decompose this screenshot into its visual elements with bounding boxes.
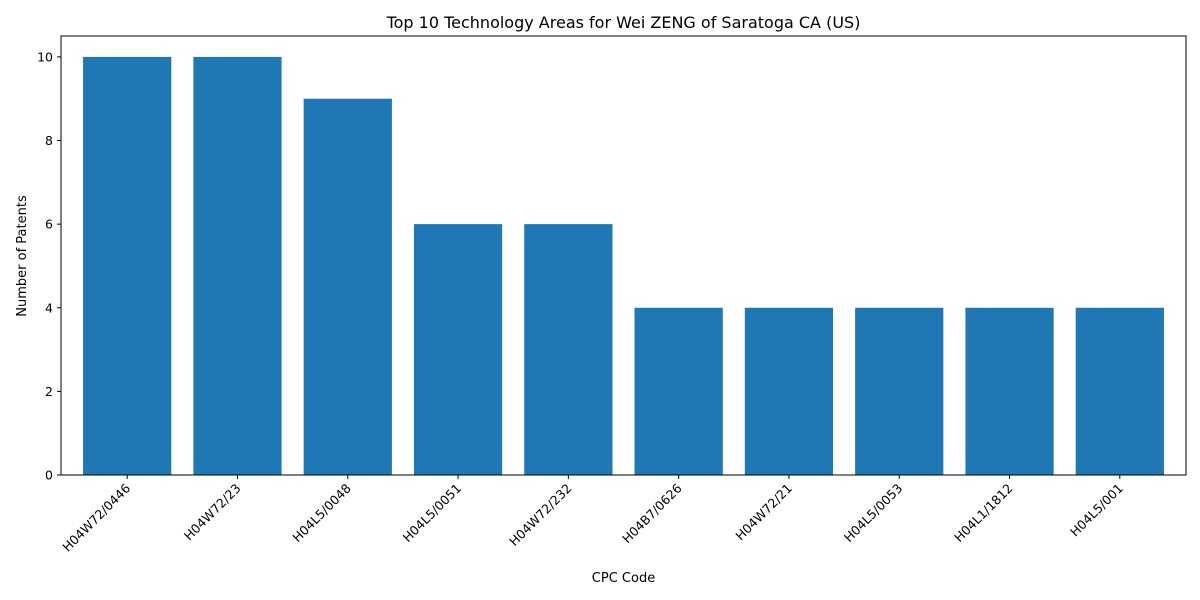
x-tick-label: H04W72/232: [506, 481, 574, 549]
bar: [965, 308, 1053, 475]
bar: [193, 57, 281, 475]
bar: [414, 224, 502, 475]
x-tick-label: H04L5/0053: [841, 481, 906, 546]
bar: [304, 99, 392, 475]
bar: [83, 57, 171, 475]
y-tick-label: 8: [45, 133, 53, 148]
x-tick-label: H04L5/001: [1067, 481, 1126, 540]
x-tick-label: H04L5/0051: [400, 481, 465, 546]
bar: [1076, 308, 1164, 475]
x-tick-label: H04W72/23: [181, 481, 244, 544]
chart-title: Top 10 Technology Areas for Wei ZENG of …: [386, 13, 861, 32]
y-tick-label: 6: [45, 217, 53, 232]
x-tick-label: H04B7/0626: [619, 480, 685, 546]
bar: [635, 308, 723, 475]
plot-area: 0 2 4 6 8 10 H04W72/0446 H04W72/23 H04L5/0048 H04…: [37, 36, 1186, 554]
y-tick-label: 4: [45, 300, 53, 315]
bar: [855, 308, 943, 475]
y-tick-label: 0: [45, 468, 53, 483]
x-tick-label: H04L5/0048: [289, 480, 354, 545]
y-axis-label: Number of Patents: [15, 195, 30, 317]
y-tick-label: 2: [45, 384, 53, 399]
y-tick-label: 10: [37, 49, 53, 64]
bar: [524, 224, 612, 475]
x-tick-label: H04W72/0446: [59, 480, 133, 554]
x-tick-label: H04W72/21: [732, 481, 795, 544]
x-axis-label: CPC Code: [592, 571, 655, 586]
x-tick-label: H04L1/1812: [951, 481, 1016, 546]
bar: [745, 308, 833, 475]
